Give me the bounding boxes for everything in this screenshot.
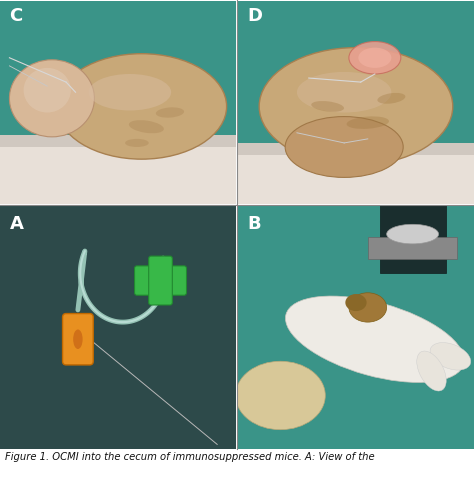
FancyBboxPatch shape bbox=[149, 256, 173, 305]
Ellipse shape bbox=[156, 108, 184, 118]
Bar bbox=[330, 205, 346, 449]
Text: Figure 1. OCMI into the cecum of immunosuppressed mice. A: View of the: Figure 1. OCMI into the cecum of immunos… bbox=[5, 452, 374, 462]
Bar bbox=[0, 135, 236, 147]
Ellipse shape bbox=[311, 101, 344, 112]
Bar bbox=[368, 237, 457, 259]
Text: C: C bbox=[9, 7, 23, 25]
Ellipse shape bbox=[129, 120, 164, 133]
Bar bbox=[238, 143, 474, 155]
Ellipse shape bbox=[259, 48, 453, 165]
Ellipse shape bbox=[73, 329, 82, 349]
Ellipse shape bbox=[89, 74, 171, 110]
Ellipse shape bbox=[9, 60, 94, 137]
Ellipse shape bbox=[236, 361, 325, 430]
Ellipse shape bbox=[297, 72, 392, 112]
Bar bbox=[380, 205, 446, 273]
Ellipse shape bbox=[57, 54, 227, 159]
FancyBboxPatch shape bbox=[63, 314, 93, 365]
FancyBboxPatch shape bbox=[135, 266, 186, 295]
Bar bbox=[0, 139, 236, 204]
Ellipse shape bbox=[285, 116, 403, 177]
Bar bbox=[269, 205, 285, 449]
Bar bbox=[361, 205, 377, 449]
Ellipse shape bbox=[349, 42, 401, 74]
Ellipse shape bbox=[24, 68, 71, 112]
Bar bbox=[422, 205, 438, 449]
Text: B: B bbox=[247, 215, 261, 233]
Bar bbox=[238, 147, 474, 204]
Ellipse shape bbox=[430, 343, 471, 370]
Bar bbox=[238, 205, 255, 449]
Ellipse shape bbox=[125, 139, 149, 147]
Ellipse shape bbox=[417, 351, 446, 391]
Ellipse shape bbox=[377, 93, 405, 104]
Ellipse shape bbox=[285, 296, 464, 382]
Text: A: A bbox=[9, 215, 23, 233]
Text: D: D bbox=[247, 7, 263, 25]
Ellipse shape bbox=[349, 293, 387, 322]
Ellipse shape bbox=[346, 116, 389, 129]
Bar bbox=[299, 205, 316, 449]
Bar bbox=[392, 205, 408, 449]
Ellipse shape bbox=[358, 48, 392, 68]
Ellipse shape bbox=[387, 224, 438, 244]
Ellipse shape bbox=[346, 294, 366, 311]
Bar bbox=[453, 205, 469, 449]
